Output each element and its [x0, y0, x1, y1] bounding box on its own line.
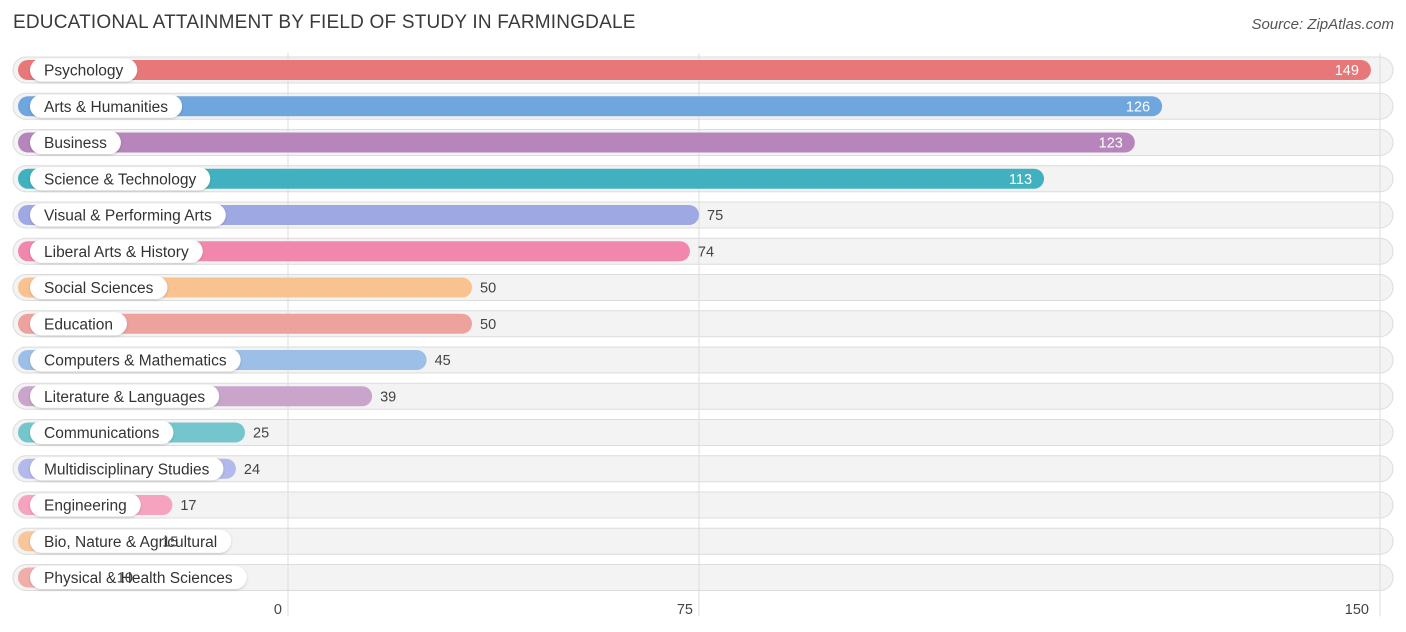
category-label: Multidisciplinary Studies [44, 461, 210, 478]
category-label-pill [30, 421, 174, 444]
value-label: 123 [1099, 136, 1123, 152]
x-axis: 0 75 150 [274, 602, 1369, 618]
value-label: 74 [698, 244, 714, 260]
category-label: Psychology [44, 63, 124, 80]
category-label: Bio, Nature & Agricultural [44, 534, 217, 551]
value-label: 25 [253, 426, 269, 442]
category-label: Science & Technology [44, 171, 196, 188]
tick-label: 75 [677, 602, 693, 618]
category-label-pill [30, 276, 168, 299]
bars-layer: Psychology 149 Arts & Humanities 126 Busines… [18, 58, 1371, 589]
value-label: 17 [180, 498, 196, 514]
category-label: Social Sciences [44, 280, 154, 297]
bar-business [18, 132, 1135, 153]
tick-label: 150 [1345, 602, 1369, 618]
category-label-pill [30, 239, 203, 263]
category-label: Liberal Arts & History [44, 244, 189, 261]
category-label: Engineering [44, 498, 127, 515]
bar-education [18, 313, 472, 334]
category-label: Computers & Mathematics [44, 353, 227, 370]
tick-label: 0 [274, 602, 282, 618]
category-label-pill [30, 58, 138, 82]
value-label: 45 [435, 353, 451, 369]
chart-title: EDUCATIONAL ATTAINMENT BY FIELD OF STUDY… [13, 12, 636, 33]
category-label-pill [30, 493, 141, 517]
value-label: 126 [1126, 99, 1150, 115]
value-label: 75 [707, 208, 723, 224]
category-label: Business [44, 135, 107, 152]
category-label: Physical & Health Sciences [44, 570, 233, 587]
value-label: 50 [480, 281, 496, 297]
bar-psychology [18, 60, 1371, 80]
category-label-pill [30, 348, 241, 372]
category-label: Education [44, 316, 113, 333]
value-label: 10 [117, 571, 133, 587]
category-label: Arts & Humanities [44, 99, 168, 116]
category-label-pill [30, 312, 127, 336]
row-background [12, 564, 1394, 591]
bar-arts-humanities [18, 96, 1163, 117]
value-label: 39 [380, 389, 396, 405]
chart-source: Source: ZipAtlas.com [1251, 16, 1394, 33]
category-label: Visual & Performing Arts [44, 208, 212, 225]
value-label: 149 [1335, 63, 1359, 79]
category-label-pill [30, 94, 183, 118]
row-background [12, 491, 1394, 519]
category-label-pill [30, 203, 226, 227]
row-background [12, 419, 1394, 446]
category-label-pill [30, 457, 224, 481]
category-label-pill [30, 131, 121, 154]
row-background [12, 527, 1394, 555]
category-label-pill [30, 566, 247, 589]
value-label: 24 [244, 462, 260, 478]
value-label: 113 [1009, 172, 1032, 188]
value-label: 50 [480, 317, 496, 333]
bar-science-technology [18, 168, 1045, 189]
category-label: Communications [44, 425, 160, 442]
category-label: Literature & Languages [44, 389, 205, 406]
category-label-pill [30, 384, 220, 408]
category-label-pill [30, 529, 232, 553]
value-label: 15 [162, 534, 178, 550]
row-background [12, 455, 1394, 483]
category-label-pill [30, 167, 211, 191]
